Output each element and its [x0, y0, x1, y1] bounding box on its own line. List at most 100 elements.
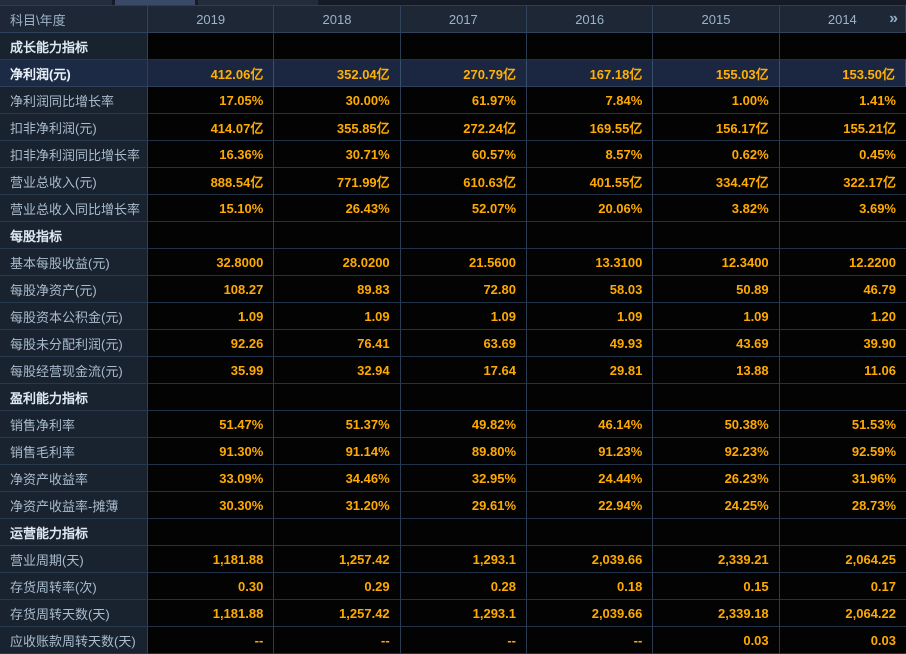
table-row[interactable]: 每股净资产(元) 108.27 89.83 72.80 58.03 50.89 46.79 — [0, 276, 906, 303]
value-cell: 1,181.88 — [148, 546, 275, 573]
value-cell: 7.84% — [527, 87, 654, 114]
indicator-label: 存货周转天数(天) — [0, 600, 148, 627]
value-cell — [400, 384, 527, 411]
year-column-header-2014[interactable]: 2014 » — [779, 6, 906, 33]
value-cell: 155.03亿 — [653, 60, 780, 87]
value-cell: 39.90 — [779, 330, 906, 357]
value-cell: 888.54亿 — [148, 168, 275, 195]
indicator-label: 净利润同比增长率 — [0, 87, 148, 114]
value-cell: 89.80% — [400, 438, 527, 465]
value-cell: 29.81 — [527, 357, 654, 384]
value-cell: 12.2200 — [779, 249, 906, 276]
value-cell: 352.04亿 — [274, 60, 401, 87]
value-cell: 1,257.42 — [274, 600, 401, 627]
value-cell: 169.55亿 — [527, 114, 654, 141]
value-cell: 0.03 — [779, 627, 906, 654]
year-label: 2015 — [701, 11, 731, 27]
more-years-icon[interactable]: » — [889, 10, 898, 27]
table-row[interactable]: 净利润同比增长率 17.05% 30.00% 61.97% 7.84% 1.00% 1.41… — [0, 87, 906, 114]
value-cell: 50.89 — [653, 276, 780, 303]
value-cell: 29.61% — [400, 492, 527, 519]
section-title: 盈利能力指标 — [0, 384, 148, 411]
value-cell: 167.18亿 — [527, 60, 654, 87]
value-cell — [527, 519, 654, 546]
section-header-row[interactable]: 盈利能力指标 — [0, 384, 906, 411]
value-cell: 155.21亿 — [779, 114, 906, 141]
table-row[interactable]: 净资产收益率 33.09% 34.46% 32.95% 24.44% 26.23% 31.9… — [0, 465, 906, 492]
table-row[interactable]: 基本每股收益(元) 32.8000 28.0200 21.5600 13.3100 12.… — [0, 249, 906, 276]
value-cell — [653, 222, 780, 249]
section-header-row[interactable]: 运营能力指标 — [0, 519, 906, 546]
value-cell: 156.17亿 — [653, 114, 780, 141]
year-column-header-2016[interactable]: 2016 — [527, 6, 654, 33]
value-cell: 31.20% — [274, 492, 401, 519]
year-label: 2016 — [575, 11, 605, 27]
table-row[interactable]: 销售毛利率 91.30% 91.14% 89.80% 91.23% 92.23% 92.59… — [0, 438, 906, 465]
value-cell: 12.3400 — [653, 249, 780, 276]
value-cell: 49.82% — [400, 411, 527, 438]
indicator-label: 营业总收入同比增长率 — [0, 195, 148, 222]
value-cell — [148, 384, 275, 411]
value-cell: 35.99 — [148, 357, 275, 384]
table-row[interactable]: 每股未分配利润(元) 92.26 76.41 63.69 49.93 43.69 39.90 — [0, 330, 906, 357]
value-cell: 51.37% — [274, 411, 401, 438]
value-cell: 46.14% — [527, 411, 654, 438]
indicator-label: 每股未分配利润(元) — [0, 330, 148, 357]
value-cell: 51.47% — [148, 411, 275, 438]
table-row[interactable]: 每股资本公积金(元) 1.09 1.09 1.09 1.09 1.09 1.20 — [0, 303, 906, 330]
year-column-header-2017[interactable]: 2017 — [400, 6, 527, 33]
table-row[interactable]: 销售净利率 51.47% 51.37% 49.82% 46.14% 50.38% 51.53… — [0, 411, 906, 438]
indicator-label: 销售毛利率 — [0, 438, 148, 465]
table-row[interactable]: 存货周转天数(天) 1,181.88 1,257.42 1,293.1 2,039.66… — [0, 600, 906, 627]
value-cell: 32.95% — [400, 465, 527, 492]
value-cell: 51.53% — [779, 411, 906, 438]
table-row[interactable]: 存货周转率(次) 0.30 0.29 0.28 0.18 0.15 0.17 — [0, 573, 906, 600]
value-cell — [653, 33, 780, 60]
value-cell: 0.29 — [274, 573, 401, 600]
value-cell: 1,181.88 — [148, 600, 275, 627]
value-cell: 34.46% — [274, 465, 401, 492]
value-cell — [148, 33, 275, 60]
year-column-header-2019[interactable]: 2019 — [148, 6, 275, 33]
value-cell: 91.23% — [527, 438, 654, 465]
year-column-header-2018[interactable]: 2018 — [274, 6, 401, 33]
year-column-header-2015[interactable]: 2015 — [653, 6, 780, 33]
value-cell: 72.80 — [400, 276, 527, 303]
value-cell: 89.83 — [274, 276, 401, 303]
value-cell: 32.94 — [274, 357, 401, 384]
table-row[interactable]: 营业总收入同比增长率 15.10% 26.43% 52.07% 20.06% 3.82% 3… — [0, 195, 906, 222]
tab-strip-segment — [0, 0, 112, 5]
value-cell — [274, 519, 401, 546]
section-header-row[interactable]: 每股指标 — [0, 222, 906, 249]
table-row[interactable]: 营业总收入(元) 888.54亿 771.99亿 610.63亿 401.55亿 334.… — [0, 168, 906, 195]
value-cell: 26.43% — [274, 195, 401, 222]
section-title: 运营能力指标 — [0, 519, 148, 546]
value-cell: 92.23% — [653, 438, 780, 465]
tab-strip-active-segment[interactable] — [115, 0, 195, 5]
value-cell: 0.15 — [653, 573, 780, 600]
table-row[interactable]: 应收账款周转天数(天) -- -- -- -- 0.03 0.03 — [0, 627, 906, 654]
value-cell: 1.20 — [779, 303, 906, 330]
value-cell: 24.25% — [653, 492, 780, 519]
value-cell — [400, 222, 527, 249]
value-cell: 21.5600 — [400, 249, 527, 276]
table-row[interactable]: 扣非净利润(元) 414.07亿 355.85亿 272.24亿 169.55亿 156.… — [0, 114, 906, 141]
value-cell: 26.23% — [653, 465, 780, 492]
value-cell: 108.27 — [148, 276, 275, 303]
section-header-row[interactable]: 成长能力指标 — [0, 33, 906, 60]
value-cell: 13.88 — [653, 357, 780, 384]
value-cell: 1,293.1 — [400, 600, 527, 627]
table-row[interactable]: 营业周期(天) 1,181.88 1,257.42 1,293.1 2,039.66 2,… — [0, 546, 906, 573]
table-row[interactable]: 每股经营现金流(元) 35.99 32.94 17.64 29.81 13.88 11.06 — [0, 357, 906, 384]
table-row[interactable]: 净利润(元) 412.06亿 352.04亿 270.79亿 167.18亿 155.03… — [0, 60, 906, 87]
value-cell — [400, 33, 527, 60]
value-cell: 1.41% — [779, 87, 906, 114]
table-row[interactable]: 扣非净利润同比增长率 16.36% 30.71% 60.57% 8.57% 0.62% 0.… — [0, 141, 906, 168]
value-cell: 32.8000 — [148, 249, 275, 276]
table-row[interactable]: 净资产收益率-摊薄 30.30% 31.20% 29.61% 22.94% 24.25% 2… — [0, 492, 906, 519]
value-cell — [527, 33, 654, 60]
value-cell: 0.62% — [653, 141, 780, 168]
indicator-label: 销售净利率 — [0, 411, 148, 438]
value-cell — [779, 519, 906, 546]
value-cell: 334.47亿 — [653, 168, 780, 195]
